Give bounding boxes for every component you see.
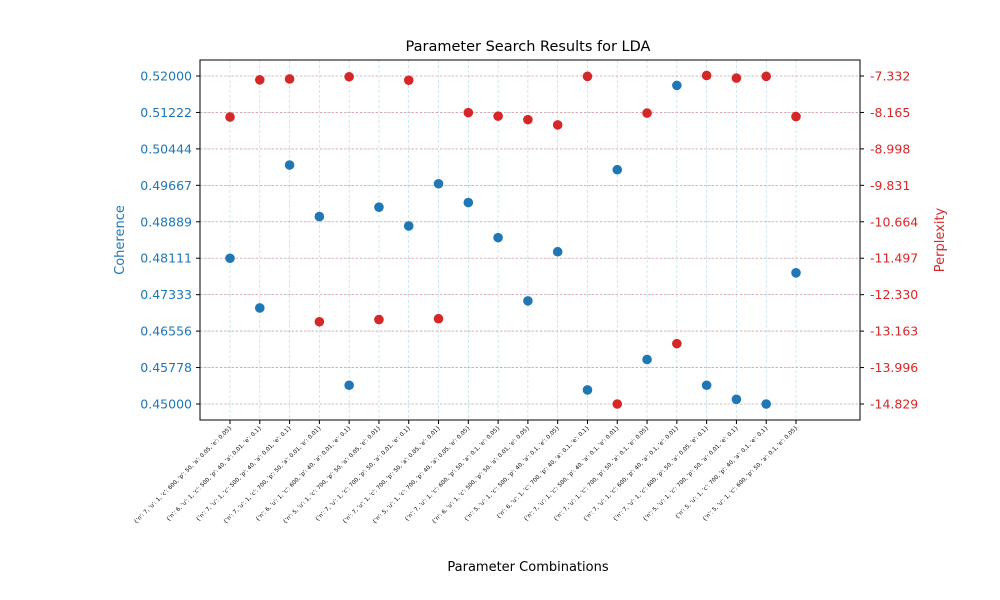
coherence-point [284,160,295,170]
perplexity-point [731,73,742,83]
perplexity-point [463,107,474,118]
y-tick-label-left: 0.50444 [140,141,192,156]
coherence-point [344,380,354,391]
perplexity-point [761,71,772,82]
coherence-point [314,211,325,222]
perplexity-point [552,120,563,130]
y-tick-label-right: -13.163 [870,324,918,339]
y-tick-label-right: -9.831 [870,178,910,193]
coherence-point [225,253,235,264]
y-tick-label-right: -7.332 [870,69,910,84]
y-tick-label-left: 0.45778 [140,360,192,375]
plot-frame [199,59,861,421]
coherence-point [582,385,593,395]
perplexity-point [374,314,384,325]
coherence-point [672,80,682,91]
y-tick-label-left: 0.46556 [140,324,192,339]
perplexity-point [344,71,354,82]
perplexity-point [284,74,295,84]
y-tick-label-left: 0.47333 [140,287,192,302]
coherence-point [523,296,533,306]
coherence-point [403,221,414,231]
perplexity-point [254,75,265,85]
y-tick-label-left: 0.45000 [140,397,192,412]
perplexity-point [493,111,503,121]
perplexity-point [433,313,444,324]
y-tick-label-right: -8.998 [870,141,910,156]
perplexity-point [523,114,533,125]
coherence-point [463,197,474,208]
y-tick-label-left: 0.51222 [140,105,192,120]
y-axis-label-coherence: Coherence [113,205,128,275]
coherence-point [642,354,652,365]
coherence-point [731,394,742,405]
coherence-point [612,164,623,175]
y-tick-label-left: 0.48111 [140,251,192,266]
perplexity-point [314,316,325,327]
y-axis-label-perplexity: Perplexity [933,207,948,272]
perplexity-point [791,111,801,122]
y-tick-label-right: -10.664 [870,214,918,229]
marks-layer [225,70,801,409]
coherence-point [791,268,801,278]
y-tick-label-right: -13.996 [870,360,918,375]
perplexity-point [612,399,623,409]
coherence-point [493,232,503,243]
y-tick-label-right: -8.165 [870,105,910,120]
perplexity-point [225,112,235,122]
perplexity-point [701,70,712,81]
perplexity-point [403,75,414,86]
y-tick-label-left: 0.49667 [140,178,192,193]
perplexity-point [582,71,593,82]
x-axis-label: Parameter Combinations [447,560,608,575]
coherence-point [433,178,444,189]
perplexity-point [642,108,652,118]
perplexity-point [672,338,682,349]
y-tick-label-right: -12.330 [870,287,918,302]
chart-title: Parameter Search Results for LDA [406,39,651,55]
coherence-point [701,380,712,391]
coherence-point [374,202,384,212]
y-tick-label-right: -11.497 [870,251,918,266]
coherence-point [761,399,772,409]
coherence-point [552,246,563,257]
coherence-point [254,303,265,313]
y-tick-label-right: -14.829 [870,397,918,412]
y-tick-label-left: 0.48889 [140,214,192,229]
y-tick-label-left: 0.52000 [140,69,192,84]
